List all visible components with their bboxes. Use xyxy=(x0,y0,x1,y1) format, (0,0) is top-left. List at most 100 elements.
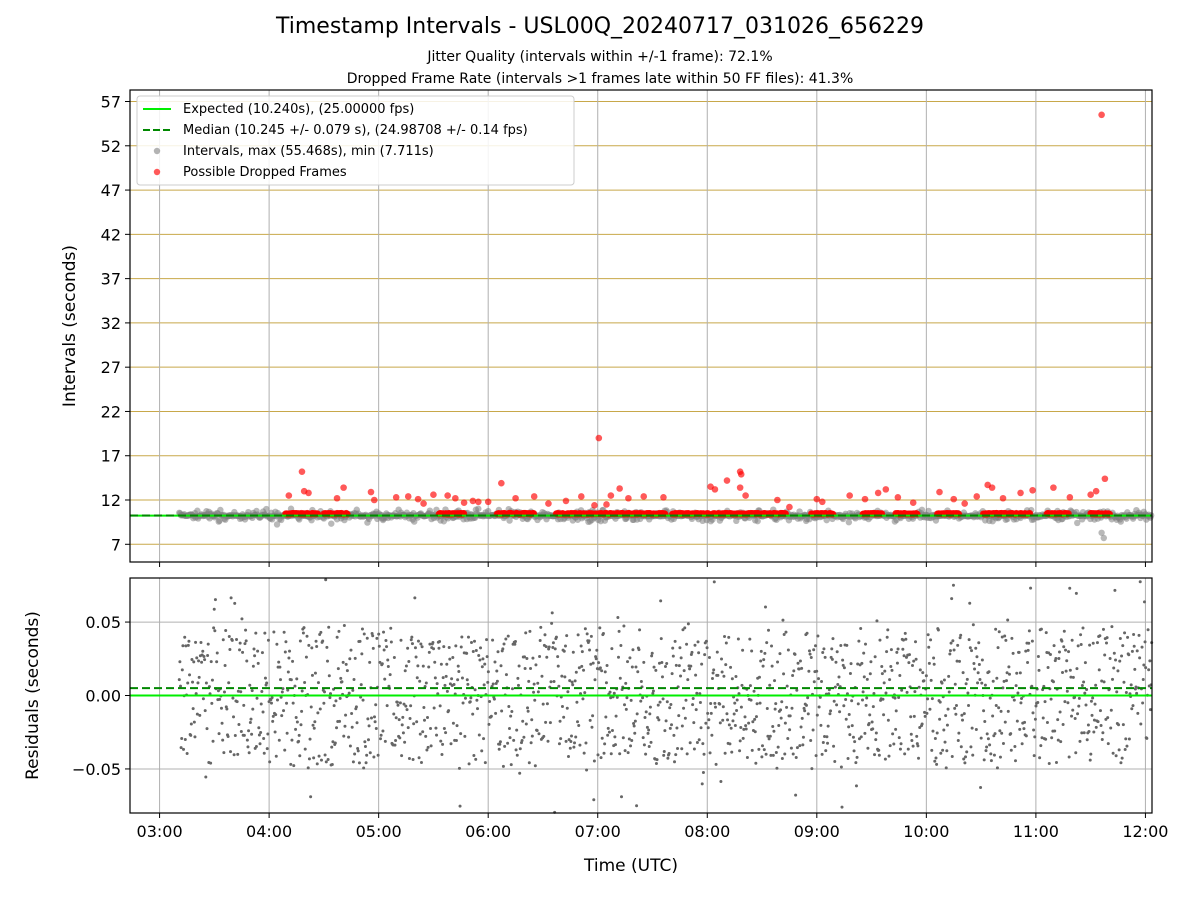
residual-point xyxy=(527,679,531,683)
residual-point xyxy=(731,719,735,723)
residual-point xyxy=(487,722,491,726)
residual-point xyxy=(785,684,789,688)
residual-point xyxy=(958,636,962,640)
residual-point xyxy=(682,706,686,710)
residual-point xyxy=(1039,744,1043,748)
time-x-tick-label: 08:00 xyxy=(684,822,730,841)
residual-point xyxy=(859,627,863,631)
residual-point xyxy=(589,634,593,638)
residual-point xyxy=(629,744,633,748)
residual-point xyxy=(853,740,857,744)
residual-point xyxy=(1052,644,1056,648)
residual-point xyxy=(776,745,780,749)
residual-point xyxy=(279,678,283,682)
residual-point xyxy=(1066,701,1070,705)
residual-point xyxy=(681,628,685,632)
residual-point xyxy=(918,725,922,729)
residual-point xyxy=(1089,699,1093,703)
residual-point xyxy=(309,795,313,799)
residual-y-tick-label: −0.05 xyxy=(72,760,121,779)
residual-point xyxy=(654,762,658,766)
residual-point xyxy=(982,709,986,713)
residual-point xyxy=(461,701,465,705)
residual-point xyxy=(864,703,868,707)
residual-point xyxy=(826,724,830,728)
residual-point xyxy=(730,750,734,754)
residual-point xyxy=(619,643,623,647)
residual-point xyxy=(198,713,202,717)
residual-point xyxy=(581,697,585,701)
residual-point xyxy=(282,630,286,634)
residual-point xyxy=(668,726,672,730)
residual-point xyxy=(771,753,775,757)
residual-point xyxy=(950,597,954,601)
dropped-frame-point xyxy=(430,491,437,498)
residual-point xyxy=(767,737,771,741)
residual-point xyxy=(1109,726,1113,730)
residual-point xyxy=(215,651,219,655)
residual-point xyxy=(788,728,792,732)
residual-point xyxy=(499,664,503,668)
residual-point xyxy=(662,750,666,754)
residual-point xyxy=(680,724,684,728)
residual-point xyxy=(738,749,742,753)
residual-point xyxy=(1036,700,1040,704)
residual-point xyxy=(335,726,339,730)
residual-point xyxy=(279,695,283,699)
residual-point xyxy=(781,618,785,622)
residual-point xyxy=(991,714,995,718)
residual-point xyxy=(801,735,805,739)
residual-point xyxy=(1121,723,1125,727)
residual-point xyxy=(831,637,835,641)
residual-point xyxy=(375,636,379,640)
interval-y-axis-label: Intervals (seconds) xyxy=(60,245,80,407)
residual-point xyxy=(544,720,548,724)
residual-point xyxy=(1127,737,1131,741)
residual-point xyxy=(623,749,627,753)
residual-point xyxy=(1117,723,1121,727)
residual-point xyxy=(944,766,948,770)
residual-point xyxy=(248,683,252,687)
residual-point xyxy=(495,679,499,683)
residual-point xyxy=(738,739,742,743)
residual-point xyxy=(979,786,983,790)
residual-point xyxy=(1143,640,1147,644)
residual-point xyxy=(606,726,610,730)
residual-point xyxy=(700,782,704,786)
residual-point xyxy=(1130,649,1134,653)
residual-point xyxy=(808,652,812,656)
residual-point xyxy=(878,638,882,642)
residual-point xyxy=(396,703,400,707)
residual-point xyxy=(821,651,825,655)
residual-point xyxy=(1026,660,1030,664)
residual-point xyxy=(839,644,843,648)
residual-point xyxy=(433,676,437,680)
dropped-frame-point xyxy=(742,492,749,499)
residual-point xyxy=(189,733,193,737)
residual-point xyxy=(988,743,992,747)
residual-point xyxy=(1062,629,1066,633)
residual-point xyxy=(929,638,933,642)
residual-point xyxy=(414,655,418,659)
residual-point xyxy=(827,692,831,696)
residual-point xyxy=(594,657,598,661)
residual-point xyxy=(319,630,323,634)
residual-point xyxy=(1148,659,1152,663)
residual-point xyxy=(952,648,956,652)
residual-point xyxy=(707,655,711,659)
residual-point xyxy=(820,752,824,756)
residual-point xyxy=(928,707,932,711)
residual-point xyxy=(671,654,675,658)
residual-point xyxy=(183,635,187,639)
residual-point xyxy=(244,639,248,643)
residual-point xyxy=(501,647,505,651)
residual-point xyxy=(1087,729,1091,733)
residual-point xyxy=(682,669,686,673)
residual-point xyxy=(543,633,547,637)
residual-point xyxy=(328,696,332,700)
residual-point xyxy=(710,733,714,737)
residual-point xyxy=(252,647,256,651)
residual-point xyxy=(989,752,993,756)
residual-point xyxy=(566,755,570,759)
residual-point xyxy=(362,632,366,636)
